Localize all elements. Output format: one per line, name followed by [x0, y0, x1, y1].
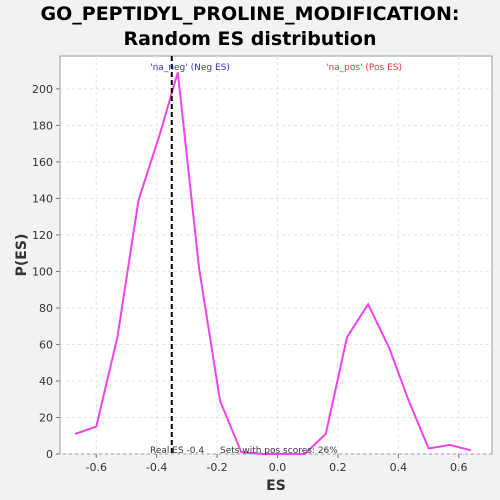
chart-title: GO_PEPTIDYL_PROLINE_MODIFICATION: Random…: [0, 2, 500, 52]
y-tick-label: 200: [32, 83, 53, 96]
y-axis-title: P(ES): [14, 234, 30, 277]
y-tick-label: 180: [32, 119, 53, 132]
x-axis-ticks: -0.6 -0.4 -0.2 0.0 0.2 0.4 0.6: [86, 454, 468, 474]
x-tick-label: -0.2: [206, 461, 227, 474]
real-es-text: Real ES -0.4: [150, 446, 204, 456]
x-tick-label: 0.4: [390, 461, 408, 474]
neg-es-label: 'na_neg' (Neg ES): [150, 63, 230, 73]
grid-lines: [60, 56, 492, 455]
es-distribution-line: [74, 72, 472, 455]
pos-es-label: 'na_pos' (Pos ES): [326, 63, 402, 73]
plot-area: [59, 55, 493, 455]
y-tick-label: 160: [32, 156, 53, 169]
x-axis-title: ES: [266, 478, 286, 494]
chart-title-line-2: Random ES distribution: [123, 28, 377, 50]
y-tick-label: 20: [39, 411, 53, 424]
y-tick-label: 100: [32, 265, 53, 278]
x-tick-label: -0.6: [86, 461, 107, 474]
y-tick-label: 40: [39, 375, 53, 388]
x-tick-label: 0.6: [450, 461, 468, 474]
x-tick-label: -0.4: [146, 461, 167, 474]
y-tick-label: 0: [46, 448, 53, 461]
y-axis-ticks: 0 20 40 60 80 100 120 140 160 180 200: [32, 83, 60, 461]
chart-title-line-1: GO_PEPTIDYL_PROLINE_MODIFICATION:: [40, 3, 460, 25]
y-tick-label: 80: [39, 302, 53, 315]
y-tick-label: 120: [32, 229, 53, 242]
x-tick-label: 0.0: [269, 461, 287, 474]
y-tick-label: 140: [32, 192, 53, 205]
sets-with-pos-scores-text: Sets with pos scores: 26%: [220, 446, 338, 456]
x-tick-label: 0.2: [329, 461, 347, 474]
y-tick-label: 60: [39, 338, 53, 351]
